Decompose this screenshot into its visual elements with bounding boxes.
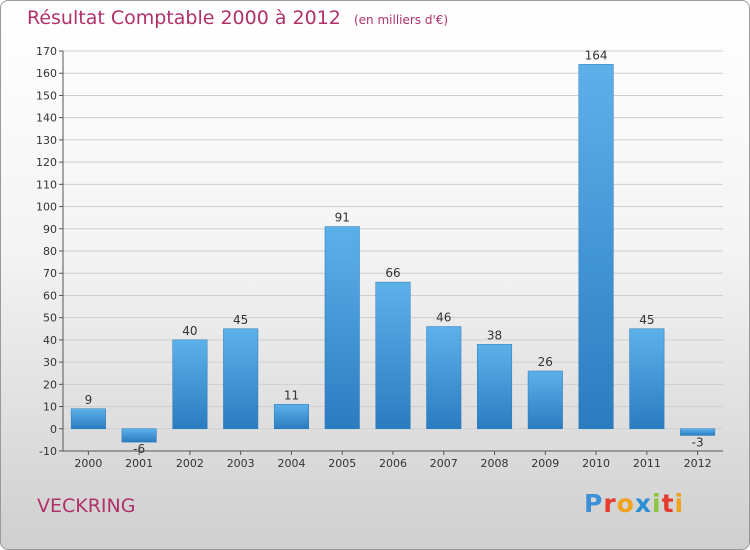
bar-2006 [375, 281, 411, 430]
bar-2010 [578, 64, 614, 430]
data-label-2000: 9 [85, 393, 93, 407]
data-label-2005: 91 [335, 211, 350, 225]
y-tick-label: 110 [36, 178, 57, 191]
proxiti-logo[interactable]: Proxiti [584, 489, 684, 518]
chart-title: Résultat Comptable 2000 à 2012 [27, 7, 341, 29]
y-tick-label: 150 [36, 89, 57, 102]
bar-2009 [527, 370, 563, 430]
logo-letter: o [616, 489, 635, 518]
bar-2011 [629, 328, 665, 430]
x-tick-label: 2008 [481, 457, 509, 470]
x-tick-label: 2000 [74, 457, 102, 470]
bar-2000 [70, 408, 106, 430]
y-tick-label: 0 [50, 423, 57, 436]
y-tick-label: 120 [36, 156, 57, 169]
y-tick-label: 90 [43, 223, 57, 236]
bars [70, 64, 716, 443]
data-label-2009: 26 [538, 355, 553, 369]
data-label-2001: -6 [133, 442, 145, 456]
x-tick-label: 2002 [176, 457, 204, 470]
bar-2002 [172, 339, 208, 430]
chart-title-block: Résultat Comptable 2000 à 2012 (en milli… [27, 7, 448, 29]
y-tick-label: 20 [43, 378, 57, 391]
bar-2004 [273, 404, 309, 430]
bar-2007 [426, 326, 462, 430]
y-tick-label: 70 [43, 267, 57, 280]
bar-2001 [121, 428, 157, 443]
logo-letter: t [661, 489, 675, 518]
x-tick-label: 2009 [531, 457, 559, 470]
y-tick-label: 30 [43, 356, 57, 369]
bar-2003 [223, 328, 259, 430]
x-tick-label: 2003 [227, 457, 255, 470]
y-tick-label: 80 [43, 245, 57, 258]
logo-letter: i [674, 489, 685, 518]
x-tick-label: 2005 [328, 457, 356, 470]
y-tick-label: 140 [36, 112, 57, 125]
labels: 2000 9 2001-6 2002 40 2003 45 2004 11 2005 91 2006 6… [74, 48, 711, 470]
x-tick-label: 2004 [277, 457, 305, 470]
x-tick-label: 2006 [379, 457, 407, 470]
bar-2005 [324, 226, 360, 430]
data-label-2008: 38 [487, 328, 502, 342]
x-tick-label: 2011 [633, 457, 661, 470]
logo-letter: x [634, 489, 652, 518]
y-tick-label: 160 [36, 67, 57, 80]
x-tick-label: 2001 [125, 457, 153, 470]
bar-2008 [477, 344, 513, 430]
data-label-2004: 11 [284, 388, 299, 402]
data-label-2011: 45 [639, 313, 654, 327]
logo-letter: r [603, 489, 617, 518]
x-tick-label: 2007 [430, 457, 458, 470]
data-label-2006: 66 [385, 266, 400, 280]
chart-subtitle: (en milliers d'€) [353, 13, 449, 27]
y-tick-label: 100 [36, 201, 57, 214]
y-tick-label: 50 [43, 312, 57, 325]
x-tick-label: 2012 [684, 457, 712, 470]
axes: -10 0 10 20 30 40 50 60 70 80 90 100 110 120 130 140 150… [36, 45, 723, 458]
data-label-2012: -3 [692, 435, 704, 449]
bar-2012 [680, 428, 716, 436]
place-name: VECKRING [37, 495, 136, 517]
y-tick-label: 170 [36, 45, 57, 58]
x-tick-label: 2010 [582, 457, 610, 470]
logo-letter: i [652, 489, 662, 518]
y-tick-label: 60 [43, 289, 57, 302]
data-label-2010: 164 [585, 48, 608, 62]
y-tick-label: 130 [36, 134, 57, 147]
data-label-2007: 46 [436, 311, 451, 325]
y-tick-label: -10 [39, 445, 57, 458]
data-label-2002: 40 [182, 324, 197, 338]
logo-letter: P [584, 489, 604, 518]
y-tick-label: 40 [43, 334, 57, 347]
y-tick-label: 10 [43, 401, 57, 414]
data-label-2003: 45 [233, 313, 248, 327]
